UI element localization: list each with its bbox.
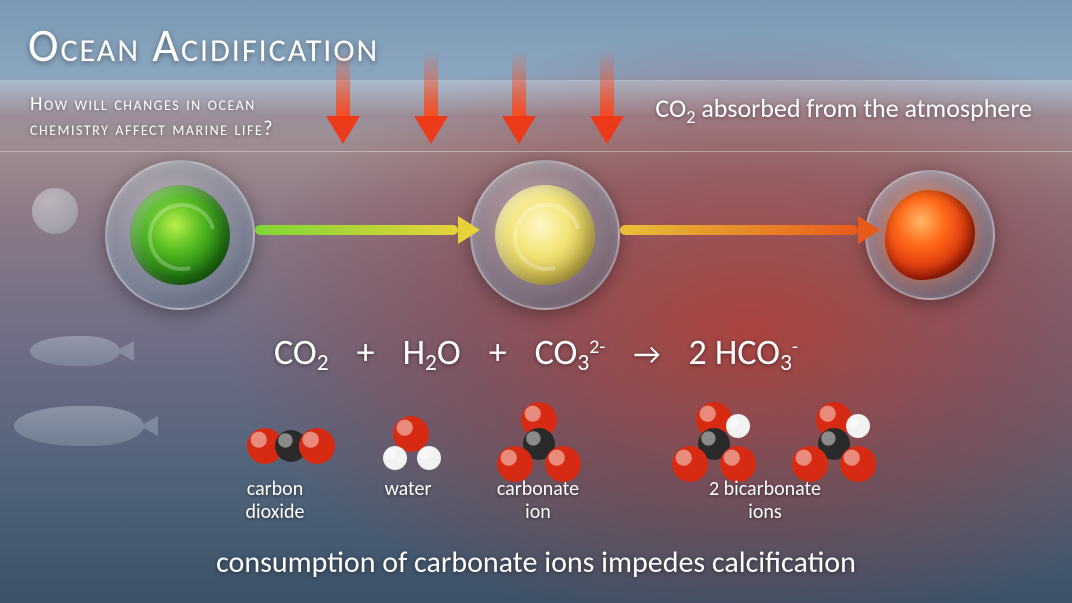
chemical-equation: CO2 + H2O + CO32- → 2 HCO3- [0, 330, 1072, 377]
co2-absorbed-label: CO2 absorbed from the atmosphere [655, 92, 1032, 128]
shell-dissolved-icon [885, 190, 975, 280]
shell-weakened-icon [495, 185, 595, 285]
atom-O [299, 428, 335, 464]
atom-O [840, 446, 876, 482]
atom-O [672, 446, 708, 482]
mol-h2o-label: water [368, 478, 448, 501]
term-hco3: 2 HCO3- [688, 330, 797, 377]
arrow-head-icon [858, 216, 880, 244]
shell-healthy [105, 160, 255, 310]
plus-2: + [489, 330, 507, 374]
shell-dissolved [865, 170, 995, 300]
shell-weakened [470, 160, 620, 310]
mol-hco3-1 [670, 400, 758, 484]
mol-hco3-2 [790, 400, 878, 484]
term-h2o: H2O [403, 330, 461, 377]
plus-1: + [357, 330, 375, 374]
atom-H [383, 446, 407, 470]
mol-hco3-1-label: 2 bicarbonateions [690, 478, 840, 524]
shell-progression-row [0, 150, 1072, 320]
mol-co3 [495, 400, 583, 484]
term-co3: CO32- [535, 330, 606, 377]
progress-arrow-2 [620, 225, 880, 235]
page-title: Ocean Acidification [28, 18, 379, 74]
shell-healthy-icon [130, 185, 230, 285]
footer-caption: consumption of carbonate ions impedes ca… [0, 544, 1072, 581]
mol-co2 [245, 410, 337, 466]
arrow-shaft [620, 225, 858, 235]
co2-down-arrow-icon [506, 50, 532, 150]
mol-co2-label: carbondioxide [225, 478, 325, 524]
atom-H [846, 414, 870, 438]
arrow-head-icon [458, 216, 480, 244]
co2-down-arrow-icon [594, 50, 620, 150]
mol-h2o [375, 408, 449, 478]
atom-H [726, 414, 750, 438]
subtitle: How will changes in ocean chemistry affe… [30, 92, 274, 142]
co2-down-arrows [330, 50, 620, 150]
subtitle-line-1: How will changes in ocean [30, 92, 256, 116]
subtitle-line-2: chemistry affect marine life? [30, 117, 274, 141]
progress-arrow-1 [255, 225, 480, 235]
co2-prefix: CO [655, 92, 686, 124]
co2-down-arrow-icon [330, 50, 356, 150]
atom-H [417, 446, 441, 470]
co2-down-arrow-icon [418, 50, 444, 150]
mol-co3-label: carbonateion [478, 478, 598, 524]
eq-arrow: → [633, 336, 660, 373]
term-co2: CO2 [274, 330, 329, 377]
arrow-shaft [255, 225, 458, 235]
molecule-row [0, 388, 1072, 478]
co2-suffix: absorbed from the atmosphere [695, 92, 1032, 124]
